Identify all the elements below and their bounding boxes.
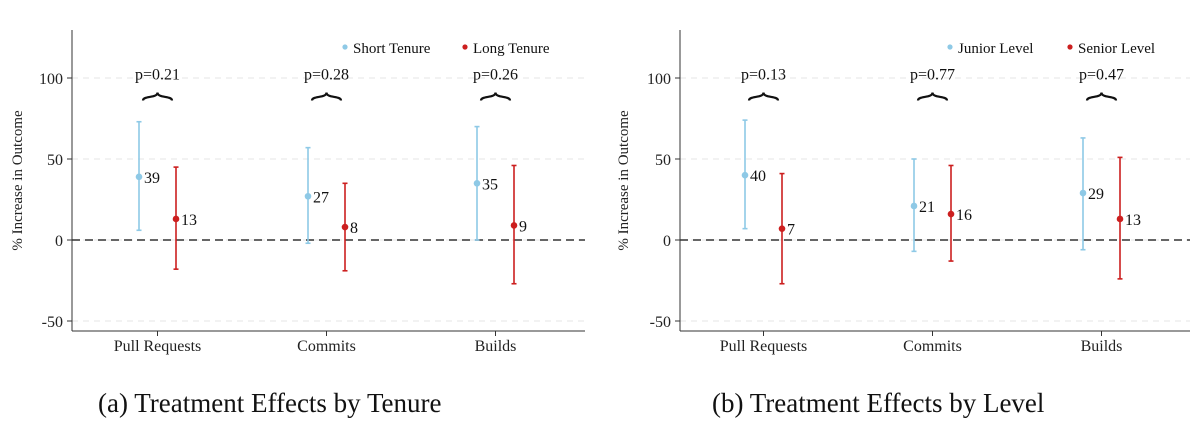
data-label: 21 [919, 199, 935, 216]
y-tick-label: 100 [647, 71, 671, 88]
x-tick-label: Builds [475, 338, 517, 355]
data-label: 8 [350, 220, 358, 237]
data-label: 13 [1125, 212, 1141, 229]
y-tick-label: 50 [655, 152, 671, 169]
significance-bracket [1085, 92, 1118, 101]
chart-panel-b: -50 0 50 100 % Increase in Outcome Pull Reque… [616, 30, 1190, 355]
x-tick-label: Pull Requests [720, 338, 808, 355]
point-estimate [304, 192, 312, 200]
legend-marker [462, 44, 468, 50]
legend-label: Short Tenure [353, 41, 431, 57]
y-tick-label: -50 [42, 314, 63, 331]
p-value-label: p=0.28 [304, 67, 349, 84]
y-tick-label: 100 [39, 71, 63, 88]
point-estimate [741, 171, 749, 179]
x-tick-label: Pull Requests [114, 338, 202, 355]
point-estimate [473, 180, 481, 187]
point-estimate [341, 223, 349, 231]
p-value-label: p=0.21 [135, 67, 180, 84]
data-label: 39 [144, 170, 160, 187]
legend: Short Tenure Long Tenure [342, 41, 550, 57]
y-tick-label: 0 [663, 233, 671, 250]
chart-panel-a: -50 0 50 100 % Increase in Outcome Pull Reque… [10, 30, 585, 355]
legend-marker [1067, 44, 1073, 50]
legend-label: Senior Level [1078, 41, 1155, 57]
point-estimate [778, 225, 786, 232]
caption-b: (b) Treatment Effects by Level [712, 388, 1045, 418]
significance-bracket [479, 92, 512, 101]
p-value-label: p=0.47 [1079, 67, 1124, 84]
legend: Junior Level Senior Level [947, 41, 1155, 57]
legend-marker [947, 44, 953, 50]
significance-bracket [916, 92, 949, 101]
point-estimate [135, 173, 143, 181]
p-value-label: p=0.77 [910, 67, 955, 84]
p-value-label: p=0.26 [473, 67, 518, 84]
legend-label: Long Tenure [473, 41, 550, 57]
data-label: 35 [482, 176, 498, 193]
data-label: 27 [313, 189, 329, 206]
y-axis-label: % Increase in Outcome [10, 110, 26, 251]
data-label: 7 [787, 222, 795, 239]
point-estimate [510, 222, 518, 229]
p-value-label: p=0.13 [741, 67, 786, 84]
x-tick-label: Builds [1081, 338, 1123, 355]
x-tick-label: Commits [903, 338, 962, 355]
y-tick-label: 50 [47, 152, 63, 169]
data-label: 40 [750, 168, 766, 185]
significance-bracket [747, 92, 780, 101]
data-label: 29 [1088, 186, 1104, 203]
legend-marker [342, 44, 348, 50]
x-tick-label: Commits [297, 338, 356, 355]
y-tick-label: 0 [55, 233, 63, 250]
point-estimate [947, 210, 955, 218]
data-label: 16 [956, 207, 972, 224]
data-label: 9 [519, 218, 527, 235]
y-axis-label: % Increase in Outcome [616, 110, 632, 251]
caption-a: (a) Treatment Effects by Tenure [98, 388, 442, 418]
significance-bracket [310, 92, 343, 101]
point-estimate [1079, 189, 1087, 197]
point-estimate [910, 202, 918, 210]
significance-bracket [141, 92, 174, 101]
point-estimate [172, 215, 180, 223]
data-label: 13 [181, 212, 197, 229]
point-estimate [1116, 215, 1124, 223]
legend-label: Junior Level [958, 41, 1033, 57]
y-tick-label: -50 [650, 314, 671, 331]
